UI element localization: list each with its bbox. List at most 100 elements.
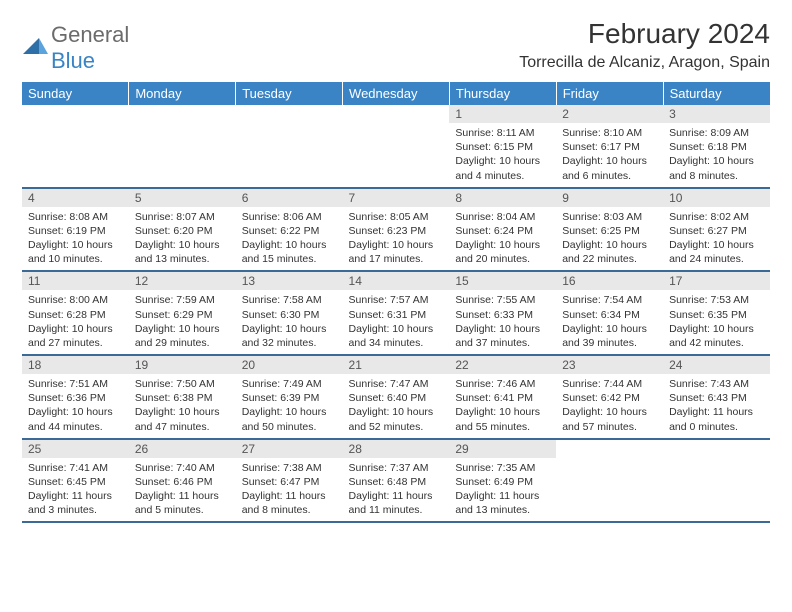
weekday-header: Tuesday <box>236 82 343 105</box>
weekday-header: Sunday <box>22 82 129 105</box>
calendar-row: 18Sunrise: 7:51 AMSunset: 6:36 PMDayligh… <box>22 355 770 439</box>
calendar-cell: 25Sunrise: 7:41 AMSunset: 6:45 PMDayligh… <box>22 439 129 523</box>
day-number: 24 <box>663 356 770 374</box>
calendar-cell: 12Sunrise: 7:59 AMSunset: 6:29 PMDayligh… <box>129 271 236 355</box>
calendar-cell <box>22 105 129 188</box>
day-number: 9 <box>556 189 663 207</box>
weekday-header: Thursday <box>449 82 556 105</box>
calendar-cell: 20Sunrise: 7:49 AMSunset: 6:39 PMDayligh… <box>236 355 343 439</box>
day-number: 29 <box>449 440 556 458</box>
day-info: Sunrise: 8:06 AMSunset: 6:22 PMDaylight:… <box>236 207 343 271</box>
day-info: Sunrise: 7:40 AMSunset: 6:46 PMDaylight:… <box>129 458 236 522</box>
calendar-row: 1Sunrise: 8:11 AMSunset: 6:15 PMDaylight… <box>22 105 770 188</box>
day-number: 16 <box>556 272 663 290</box>
day-info: Sunrise: 8:03 AMSunset: 6:25 PMDaylight:… <box>556 207 663 271</box>
weekday-header: Friday <box>556 82 663 105</box>
calendar-cell <box>343 105 450 188</box>
logo-text-blue: Blue <box>51 48 95 73</box>
calendar-cell: 21Sunrise: 7:47 AMSunset: 6:40 PMDayligh… <box>343 355 450 439</box>
day-info: Sunrise: 7:35 AMSunset: 6:49 PMDaylight:… <box>449 458 556 522</box>
day-number: 5 <box>129 189 236 207</box>
day-number: 15 <box>449 272 556 290</box>
day-number: 25 <box>22 440 129 458</box>
day-number: 7 <box>343 189 450 207</box>
calendar-cell: 6Sunrise: 8:06 AMSunset: 6:22 PMDaylight… <box>236 188 343 272</box>
day-info: Sunrise: 7:37 AMSunset: 6:48 PMDaylight:… <box>343 458 450 522</box>
calendar-row: 25Sunrise: 7:41 AMSunset: 6:45 PMDayligh… <box>22 439 770 523</box>
logo: General Blue <box>22 18 129 74</box>
day-number: 27 <box>236 440 343 458</box>
calendar-cell: 1Sunrise: 8:11 AMSunset: 6:15 PMDaylight… <box>449 105 556 188</box>
calendar-cell <box>663 439 770 523</box>
day-info: Sunrise: 7:44 AMSunset: 6:42 PMDaylight:… <box>556 374 663 438</box>
day-number: 10 <box>663 189 770 207</box>
day-number: 12 <box>129 272 236 290</box>
calendar-cell: 7Sunrise: 8:05 AMSunset: 6:23 PMDaylight… <box>343 188 450 272</box>
day-number: 2 <box>556 105 663 123</box>
weekday-header: Wednesday <box>343 82 450 105</box>
day-info: Sunrise: 7:49 AMSunset: 6:39 PMDaylight:… <box>236 374 343 438</box>
day-number: 4 <box>22 189 129 207</box>
location: Torrecilla de Alcaniz, Aragon, Spain <box>519 54 770 72</box>
day-info: Sunrise: 7:59 AMSunset: 6:29 PMDaylight:… <box>129 290 236 354</box>
day-number: 20 <box>236 356 343 374</box>
calendar-row: 4Sunrise: 8:08 AMSunset: 6:19 PMDaylight… <box>22 188 770 272</box>
calendar-cell: 3Sunrise: 8:09 AMSunset: 6:18 PMDaylight… <box>663 105 770 188</box>
calendar-cell: 14Sunrise: 7:57 AMSunset: 6:31 PMDayligh… <box>343 271 450 355</box>
day-number: 1 <box>449 105 556 123</box>
day-info: Sunrise: 7:47 AMSunset: 6:40 PMDaylight:… <box>343 374 450 438</box>
day-number: 26 <box>129 440 236 458</box>
calendar-cell: 29Sunrise: 7:35 AMSunset: 6:49 PMDayligh… <box>449 439 556 523</box>
day-info: Sunrise: 8:09 AMSunset: 6:18 PMDaylight:… <box>663 123 770 187</box>
calendar-cell <box>129 105 236 188</box>
month-title: February 2024 <box>519 18 770 50</box>
day-number: 18 <box>22 356 129 374</box>
day-info: Sunrise: 8:07 AMSunset: 6:20 PMDaylight:… <box>129 207 236 271</box>
day-number: 17 <box>663 272 770 290</box>
day-info: Sunrise: 8:11 AMSunset: 6:15 PMDaylight:… <box>449 123 556 187</box>
calendar-cell: 13Sunrise: 7:58 AMSunset: 6:30 PMDayligh… <box>236 271 343 355</box>
day-info: Sunrise: 7:43 AMSunset: 6:43 PMDaylight:… <box>663 374 770 438</box>
day-info: Sunrise: 8:04 AMSunset: 6:24 PMDaylight:… <box>449 207 556 271</box>
day-number: 6 <box>236 189 343 207</box>
title-block: February 2024 Torrecilla de Alcaniz, Ara… <box>519 18 770 72</box>
day-number: 21 <box>343 356 450 374</box>
day-info: Sunrise: 7:55 AMSunset: 6:33 PMDaylight:… <box>449 290 556 354</box>
day-number: 19 <box>129 356 236 374</box>
logo-text-general: General <box>51 22 129 47</box>
day-info: Sunrise: 8:08 AMSunset: 6:19 PMDaylight:… <box>22 207 129 271</box>
calendar-cell: 18Sunrise: 7:51 AMSunset: 6:36 PMDayligh… <box>22 355 129 439</box>
calendar-cell: 11Sunrise: 8:00 AMSunset: 6:28 PMDayligh… <box>22 271 129 355</box>
calendar-cell: 28Sunrise: 7:37 AMSunset: 6:48 PMDayligh… <box>343 439 450 523</box>
calendar-cell: 10Sunrise: 8:02 AMSunset: 6:27 PMDayligh… <box>663 188 770 272</box>
calendar-cell: 9Sunrise: 8:03 AMSunset: 6:25 PMDaylight… <box>556 188 663 272</box>
day-info: Sunrise: 8:00 AMSunset: 6:28 PMDaylight:… <box>22 290 129 354</box>
day-info: Sunrise: 7:38 AMSunset: 6:47 PMDaylight:… <box>236 458 343 522</box>
day-info: Sunrise: 8:10 AMSunset: 6:17 PMDaylight:… <box>556 123 663 187</box>
calendar-table: SundayMondayTuesdayWednesdayThursdayFrid… <box>22 82 770 523</box>
calendar-cell <box>556 439 663 523</box>
calendar-body: 1Sunrise: 8:11 AMSunset: 6:15 PMDaylight… <box>22 105 770 522</box>
logo-triangle-icon <box>23 36 49 61</box>
day-info: Sunrise: 8:02 AMSunset: 6:27 PMDaylight:… <box>663 207 770 271</box>
calendar-cell <box>236 105 343 188</box>
calendar-cell: 19Sunrise: 7:50 AMSunset: 6:38 PMDayligh… <box>129 355 236 439</box>
calendar-cell: 26Sunrise: 7:40 AMSunset: 6:46 PMDayligh… <box>129 439 236 523</box>
day-number: 13 <box>236 272 343 290</box>
day-number: 22 <box>449 356 556 374</box>
weekday-header: Monday <box>129 82 236 105</box>
day-info: Sunrise: 7:50 AMSunset: 6:38 PMDaylight:… <box>129 374 236 438</box>
calendar-cell: 22Sunrise: 7:46 AMSunset: 6:41 PMDayligh… <box>449 355 556 439</box>
day-number: 23 <box>556 356 663 374</box>
day-info: Sunrise: 8:05 AMSunset: 6:23 PMDaylight:… <box>343 207 450 271</box>
weekday-header: Saturday <box>663 82 770 105</box>
day-info: Sunrise: 7:51 AMSunset: 6:36 PMDaylight:… <box>22 374 129 438</box>
calendar-cell: 24Sunrise: 7:43 AMSunset: 6:43 PMDayligh… <box>663 355 770 439</box>
calendar-cell: 17Sunrise: 7:53 AMSunset: 6:35 PMDayligh… <box>663 271 770 355</box>
calendar-cell: 16Sunrise: 7:54 AMSunset: 6:34 PMDayligh… <box>556 271 663 355</box>
day-info: Sunrise: 7:53 AMSunset: 6:35 PMDaylight:… <box>663 290 770 354</box>
calendar-cell: 27Sunrise: 7:38 AMSunset: 6:47 PMDayligh… <box>236 439 343 523</box>
calendar-cell: 5Sunrise: 8:07 AMSunset: 6:20 PMDaylight… <box>129 188 236 272</box>
day-number: 28 <box>343 440 450 458</box>
day-info: Sunrise: 7:46 AMSunset: 6:41 PMDaylight:… <box>449 374 556 438</box>
